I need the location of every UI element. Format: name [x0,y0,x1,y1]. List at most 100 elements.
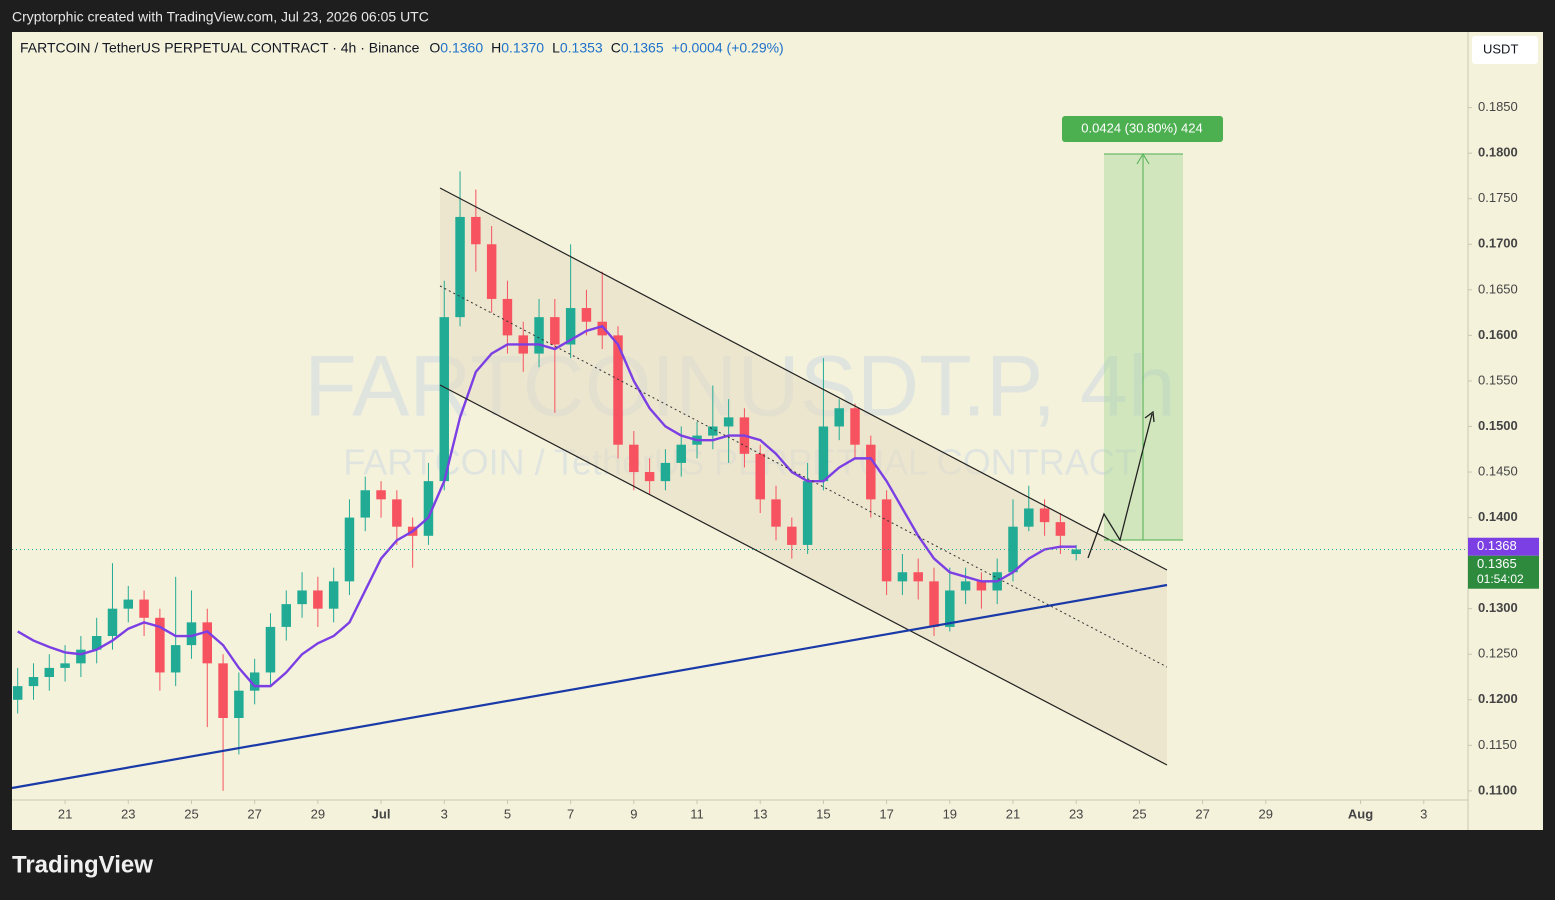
candle-body [897,572,908,582]
price-label: 0.1365 [1477,556,1517,571]
y-tick-label: 0.1250 [1478,646,1518,661]
candle-body [1024,508,1034,527]
candle-body [850,408,860,445]
ma-price-box [1468,537,1539,556]
candle-body [455,216,465,318]
candle-body [281,604,292,627]
channel-upper [439,187,1168,571]
x-tick-label: 23 [121,806,135,821]
candle-body [265,626,276,673]
ma-price-label: 0.1368 [1477,538,1517,553]
ohlc-key: L [552,40,560,56]
x-tick-label: 27 [1195,806,1209,821]
attribution: Cryptorphic created with TradingView.com… [12,9,429,25]
candle-body [644,472,655,482]
ohlc-key: H [491,40,501,56]
candle-body [60,663,70,668]
candle-body [360,490,370,518]
candle-body [439,317,449,482]
x-tick-label: Jul [372,806,391,821]
candle-body [486,244,497,299]
candle-body [376,490,386,500]
x-tick-label: Aug [1348,806,1373,821]
y-tick-label: 0.1400 [1478,509,1518,524]
footer [12,830,1543,900]
y-tick-label: 0.1150 [1478,737,1517,752]
ohlc-value: 0.1353 [560,40,603,56]
x-tick-label: 21 [58,806,72,821]
candle-body [1071,549,1081,555]
ohlc-value: 0.1360 [440,40,483,56]
candle-body [344,517,355,582]
currency: USDT [1483,41,1518,56]
ohlc-key: C [611,40,621,56]
y-tick-label: 0.1650 [1478,281,1518,296]
candle-body [802,481,813,545]
measure-label-box [1062,116,1223,142]
candle-body [945,590,955,627]
countdown: 01:54:02 [1477,572,1524,586]
channel-lower [439,384,1168,766]
x-tick-label: 19 [943,806,957,821]
candle-body [297,590,307,605]
candle-body [708,426,718,436]
candle-body [202,622,213,664]
candle-body [534,317,544,354]
y-tick-label: 0.1600 [1478,327,1518,342]
x-tick-label: 29 [311,806,325,821]
candle-body [123,599,134,609]
candle-body [28,677,39,687]
candle-body [755,453,765,500]
currency-box [1472,36,1538,64]
candle-body [218,663,228,719]
candle-body [423,481,434,536]
trendline [11,583,1168,790]
candle-body [139,599,149,618]
candle-body [565,308,576,345]
candle-body [249,672,260,691]
y-tick-label: 0.1450 [1478,463,1518,478]
x-tick-label: 15 [816,806,830,821]
y-tick-label: 0.1100 [1478,782,1517,797]
candle-body [723,417,734,427]
y-tick-label: 0.1300 [1478,600,1518,615]
x-tick-label: 3 [441,806,448,821]
x-tick-label: 25 [184,806,198,821]
candle-body [881,499,892,582]
candle-body [234,690,244,719]
ohlc-value: 0.1365 [621,40,664,56]
candle-body [44,667,55,678]
candle-body [976,581,987,591]
candle-body [913,572,923,582]
candle-body [771,499,781,527]
candle-body [392,499,402,527]
x-tick-label: 3 [1420,806,1427,821]
candle-body [471,216,481,245]
candle-body [834,408,844,427]
x-tick-label: 29 [1259,806,1273,821]
x-tick-label: 5 [504,806,511,821]
y-tick-label: 0.1850 [1478,99,1518,114]
candle-body [12,686,23,700]
x-tick-label: 25 [1132,806,1146,821]
price-box [1468,555,1539,589]
candle-body [91,636,102,650]
candle-body [929,581,939,627]
ohlc-key: O [429,40,440,56]
candle-body [76,649,86,664]
y-tick-label: 0.1800 [1478,145,1518,160]
candle-body [328,581,339,609]
candle-body [581,308,592,322]
candle-body [660,462,671,482]
candle-body [1055,522,1066,536]
candle-body [629,444,639,473]
x-tick-label: 23 [1069,806,1083,821]
channel-mid [439,285,1168,668]
measure-label: 0.0424 (30.80%) 424 [1081,120,1202,135]
x-tick-label: 27 [247,806,261,821]
candle-body [866,444,876,500]
legend: FARTCOIN / TetherUS PERPETUAL CONTRACT ·… [20,40,784,56]
candle-body [1039,508,1050,523]
y-tick-label: 0.1750 [1478,190,1518,205]
